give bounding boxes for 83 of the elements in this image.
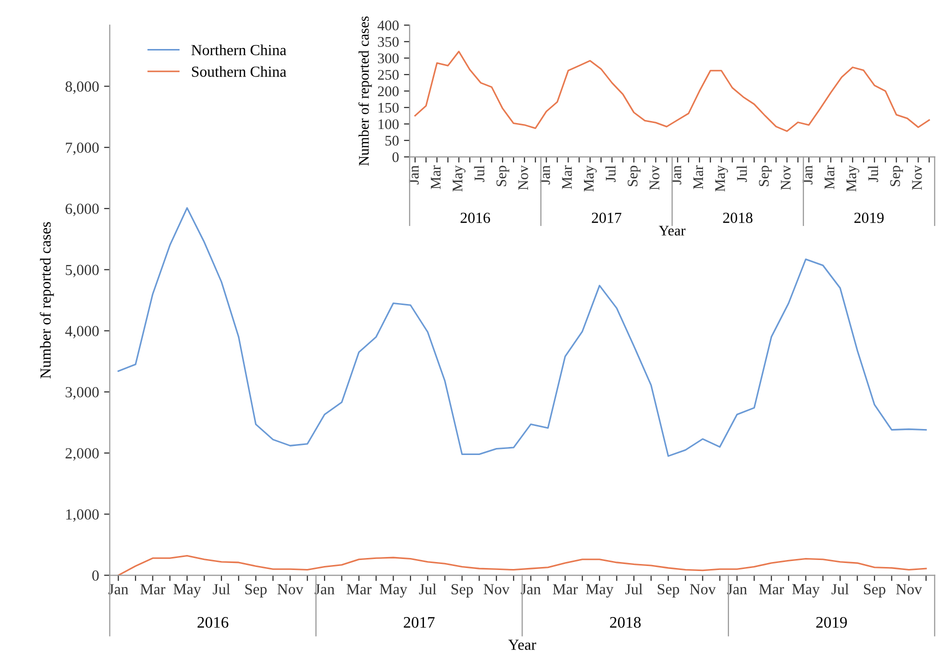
x-tick-label: Jul — [868, 166, 878, 182]
annotation: 2019 — [854, 212, 884, 223]
y-axis-title: Number of reported cases — [358, 16, 372, 166]
x-tick-label: Mar — [693, 165, 704, 190]
y-tick-label: 0 — [92, 570, 99, 581]
x-tick-label: Jan — [314, 584, 335, 594]
x-tick-label: Nov — [690, 584, 716, 594]
x-tick-label: Jan — [727, 584, 747, 594]
x-tick-label: Sep — [658, 584, 680, 598]
y-tick-label: 0 — [392, 152, 399, 162]
y-tick-label: 5,000 — [66, 264, 99, 278]
x-tick-label: Jan — [108, 584, 128, 594]
y-tick-label: 300 — [378, 53, 399, 64]
x-tick-label: May — [846, 165, 860, 192]
x-tick-label: May — [586, 584, 614, 598]
text: 2019 — [816, 617, 847, 628]
x-tick-label: Sep — [864, 584, 886, 598]
y-tick-label: 150 — [378, 102, 399, 113]
text: 2018 — [610, 617, 641, 628]
x-tick-label: Mar — [430, 165, 441, 190]
x-tick-label: Jul — [474, 166, 484, 182]
x-tick-label: Nov — [277, 584, 304, 594]
y-tick-label: 50 — [385, 136, 399, 146]
x-tick-label: Nov — [780, 165, 791, 190]
x-tick-label: Jul — [419, 584, 436, 594]
x-tick-label: Nov — [912, 165, 922, 190]
y-tick-label: 100 — [378, 119, 399, 130]
y-tick-label: 3,000 — [66, 387, 99, 400]
x-tick-label: Mar — [552, 584, 578, 594]
x-tick-label: Jan — [409, 165, 419, 184]
x-tick-label: Jul — [736, 166, 747, 182]
x-tick-label: Mar — [759, 584, 784, 594]
x-tick-label: Jan — [672, 165, 682, 184]
x-tick-label: Nov — [518, 165, 528, 190]
y-tick-label: 350 — [378, 36, 399, 47]
y-tick-label: 1,000 — [66, 509, 99, 522]
annotation: 2018 — [723, 212, 752, 223]
x-tick-label: Mar — [346, 584, 372, 594]
x-tick-label: Mar — [824, 165, 834, 190]
line-series — [118, 554, 927, 576]
y-tick-label: 8,000 — [66, 81, 99, 94]
y-tick-label: 4,000 — [65, 326, 99, 338]
x-tick-label: Mar — [140, 584, 166, 594]
x-tick-label: May — [715, 165, 728, 192]
x-tick-label: Jul — [212, 584, 230, 594]
x-tick-label: Nov — [650, 165, 660, 190]
y-axis-title: Number of reported cases — [40, 222, 54, 378]
x-tick-label: May — [174, 584, 202, 598]
x-tick-label: Jul — [832, 584, 849, 594]
x-tick-label: Jan — [520, 584, 541, 594]
x-tick-label: Sep — [628, 166, 640, 186]
x-tick-label: Nov — [484, 584, 510, 594]
x-axis-title: Year — [508, 640, 536, 650]
x-tick-label: Sep — [758, 166, 772, 186]
y-tick-label: 2,000 — [66, 448, 99, 461]
y-tick-label: 200 — [378, 86, 399, 96]
y-tick-label: 6,000 — [66, 204, 99, 216]
x-axis-title: Year — [658, 226, 686, 236]
x-tick-label: Sep — [890, 166, 903, 186]
x-tick-label: Jan — [802, 165, 813, 184]
legend-label: Southern China — [192, 66, 286, 77]
line-series — [414, 50, 930, 132]
x-tick-label: Sep — [452, 584, 473, 598]
line-series — [118, 207, 927, 457]
x-tick-label: May — [584, 165, 597, 192]
y-tick-label: 400 — [378, 20, 399, 30]
x-tick-label: Sep — [496, 166, 510, 186]
x-tick-label: Nov — [896, 584, 922, 594]
y-tick-label: 250 — [378, 70, 399, 80]
annotation: 2017 — [592, 212, 622, 223]
x-tick-label: Jul — [625, 584, 643, 594]
text: 2016 — [198, 617, 228, 628]
text: 2017 — [404, 617, 435, 628]
y-tick-label: 7,000 — [66, 142, 99, 156]
x-tick-label: May — [792, 584, 820, 598]
x-tick-label: Sep — [245, 584, 267, 598]
x-tick-label: May — [452, 165, 466, 192]
x-tick-label: May — [380, 584, 408, 598]
legend-label: Northern China — [191, 44, 286, 56]
x-tick-label: Jul — [605, 166, 616, 182]
annotation: 2016 — [460, 212, 490, 223]
x-tick-label: Mar — [562, 165, 572, 190]
x-tick-label: Jan — [540, 165, 550, 184]
